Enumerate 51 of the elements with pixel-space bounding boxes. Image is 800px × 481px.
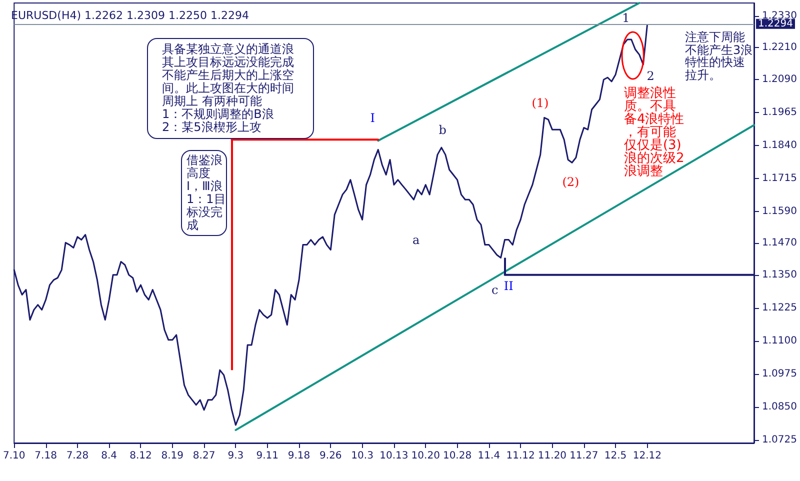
x-tick-label: 11.12 <box>506 450 535 462</box>
x-tick-label: 8.4 <box>101 450 118 462</box>
x-tick-label: 10.3 <box>351 450 374 462</box>
annotation: 1 <box>622 11 630 25</box>
x-tick-label: 8.27 <box>192 450 216 462</box>
annotation: 注意下周能不能产生3浪特性的快速拉升。 <box>685 30 754 82</box>
x-tick-label: 11.4 <box>478 450 500 462</box>
x-tick-label: 7.10 <box>3 450 26 462</box>
annotation: 调整浪性质。不具备4浪特性，有可能仅仅是(3)浪的次级2浪调整 <box>624 86 686 179</box>
y-tick-label: 1.1100 <box>762 335 798 346</box>
y-tick-label: 1.0725 <box>762 434 798 446</box>
x-tick-label: 8.12 <box>130 450 152 462</box>
annotation: (2) <box>562 175 580 189</box>
x-tick-label: 8.19 <box>161 450 184 462</box>
y-tick-label: 1.1840 <box>762 140 798 151</box>
y-tick-label: 1.1715 <box>762 172 798 184</box>
x-tick-label: 10.13 <box>380 450 408 462</box>
annotation: Ⅰ，Ⅲ浪1：1目标没完成 <box>186 179 227 232</box>
y-tick-label: 1.2090 <box>762 74 798 85</box>
annotation: 2：某5浪楔形上攻 <box>162 120 262 134</box>
x-tick-label: 7.18 <box>34 450 57 462</box>
x-tick-label: 9.3 <box>228 450 244 462</box>
x-tick-label: 11.20 <box>538 450 567 462</box>
y-tick-label: 1.0975 <box>762 368 798 380</box>
annotation: c <box>491 283 498 297</box>
annotation: 具备某独立意义的通道浪其上攻目标远远没能完成不能产生后期大的上涨空间。此上攻图在大的时间周期上 有两种可能 <box>162 42 296 108</box>
annotation: I <box>370 111 376 125</box>
annotation: 2 <box>646 69 654 83</box>
y-tick-label: 1.0850 <box>762 402 798 413</box>
x-tick-label: 7.28 <box>66 450 89 462</box>
annotation: b <box>438 123 446 137</box>
x-tick-label: 12.5 <box>604 450 627 462</box>
x-tick-label: 10.20 <box>411 450 440 462</box>
x-tick-label: 9.26 <box>320 450 342 462</box>
x-tick-label: 9.11 <box>256 450 278 462</box>
y-tick-label: 1.1350 <box>762 269 798 280</box>
x-tick-label: 10.28 <box>442 450 472 462</box>
y-tick-label: 1.1225 <box>762 302 798 314</box>
annotation: 1：不规则调整的B浪 <box>162 107 275 121</box>
annotation: II <box>504 279 514 293</box>
y-tick-label: 1.2210 <box>762 42 798 54</box>
ref-line-label: 1.2294 <box>758 18 794 30</box>
x-tick-label: 12.12 <box>632 450 662 462</box>
x-tick-label: 11.27 <box>570 450 598 462</box>
annotation: 借鉴浪高度 <box>186 153 224 180</box>
y-tick-label: 1.1965 <box>762 106 798 118</box>
x-tick-label: 9.18 <box>288 450 310 462</box>
y-tick-label: 1.1470 <box>762 238 798 249</box>
y-tick-label: 1.1590 <box>762 206 798 218</box>
annotation: a <box>412 233 420 247</box>
annotation: (1) <box>532 96 549 110</box>
